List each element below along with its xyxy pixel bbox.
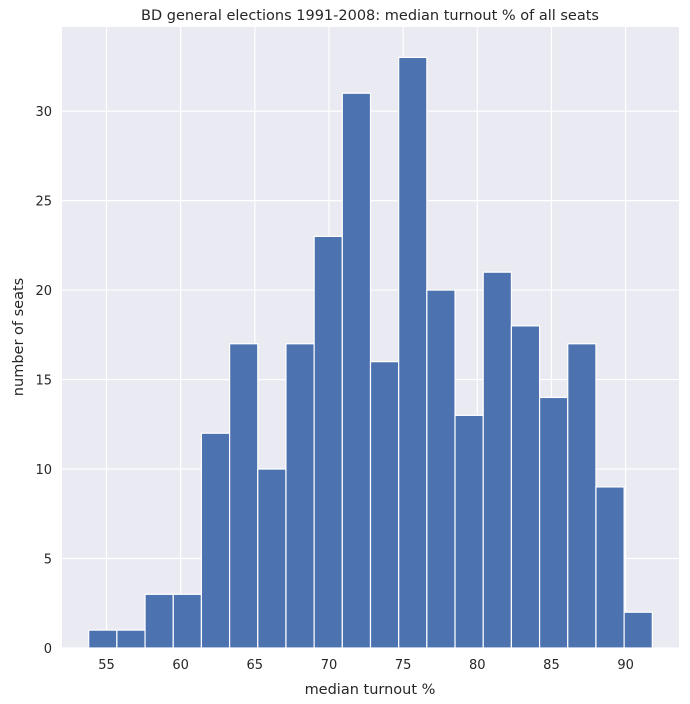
x-tick-label: 75: [395, 658, 412, 673]
histogram-bar: [341, 92, 372, 649]
x-tick-labels: 55 60 65 70 75 80 85 90: [98, 658, 634, 673]
x-tick-label: 80: [469, 658, 486, 673]
histogram-bar: [482, 271, 513, 649]
x-tick-label: 55: [98, 658, 115, 673]
histogram-bar: [510, 325, 541, 649]
histogram-bar: [257, 468, 287, 649]
x-tick-label: 60: [172, 658, 189, 673]
histogram-bar: [454, 414, 484, 649]
histogram-bar: [538, 396, 569, 649]
histogram-bar: [172, 593, 203, 649]
x-tick-label: 65: [247, 658, 264, 673]
histogram-bar: [116, 629, 146, 649]
histogram-bar: [567, 343, 597, 649]
y-tick-label: 25: [35, 195, 52, 210]
bars: [88, 56, 653, 649]
x-tick-label: 70: [321, 658, 338, 673]
histogram-bar: [398, 56, 428, 649]
chart-title: BD general elections 1991-2008: median t…: [141, 8, 599, 24]
y-tick-label: 30: [35, 105, 52, 120]
x-tick-label: 85: [543, 658, 560, 673]
y-tick-label: 15: [35, 374, 52, 389]
y-tick-label: 10: [35, 463, 52, 478]
x-axis-label: median turnout %: [305, 682, 436, 698]
histogram-bar: [228, 343, 259, 649]
histogram-bar: [623, 611, 653, 649]
histogram-bar: [88, 629, 118, 649]
y-tick-label: 0: [44, 642, 52, 657]
y-tick-label: 5: [44, 553, 52, 568]
histogram-bar: [200, 432, 231, 649]
x-tick-label: 90: [617, 658, 634, 673]
histogram-bar: [144, 593, 174, 649]
histogram-bar: [426, 289, 456, 649]
y-tick-labels: 0 5 10 15 20 25 30: [35, 105, 52, 657]
y-tick-label: 20: [35, 284, 52, 299]
histogram-bar: [285, 343, 315, 649]
histogram-bar: [595, 486, 625, 649]
histogram-bar: [313, 235, 343, 649]
histogram-bar: [369, 361, 400, 649]
y-axis-label: number of seats: [11, 278, 27, 396]
